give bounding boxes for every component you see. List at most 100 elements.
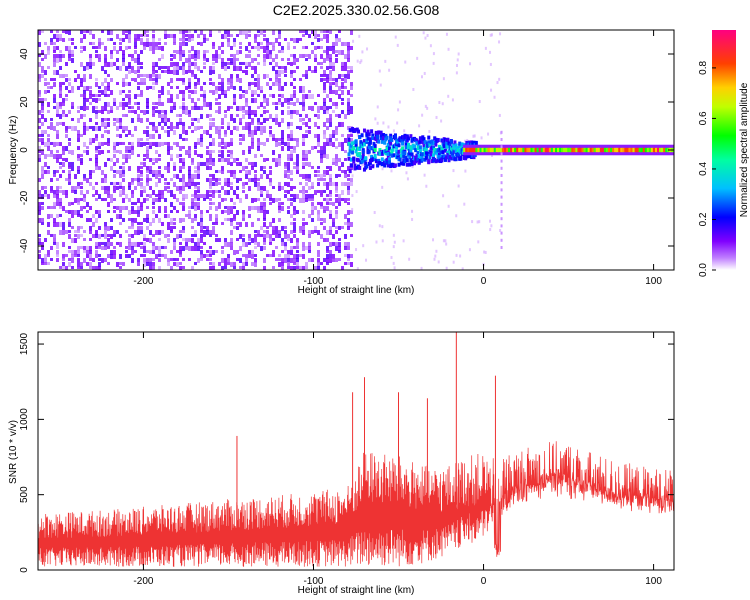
heatmap-cell: [98, 86, 101, 89]
heatmap-cell: [447, 204, 450, 208]
heatmap-cell: [179, 230, 182, 233]
heatmap-cell: [257, 54, 260, 57]
heatmap-cell: [445, 155, 449, 160]
heatmap-cell: [104, 246, 107, 250]
heatmap-cell: [194, 102, 197, 107]
heatmap-cell: [128, 186, 131, 190]
heatmap-cell: [107, 142, 110, 146]
heatmap-cell: [209, 266, 212, 270]
heatmap-cell: [188, 70, 191, 73]
heatmap-cell: [158, 114, 161, 118]
heatmap-cell: [47, 262, 50, 265]
heatmap-cell: [227, 162, 230, 165]
heatmap-cell: [119, 170, 122, 175]
heatmap-cell: [659, 147, 663, 153]
heatmap-cell: [173, 42, 176, 45]
heatmap-cell: [176, 70, 179, 75]
heatmap-y-tick-label: 0: [19, 147, 30, 153]
heatmap-cell: [323, 58, 326, 63]
heatmap-cell: [95, 210, 98, 214]
heatmap-cell: [349, 163, 353, 168]
heatmap-cell: [314, 266, 317, 270]
heatmap-cell: [89, 218, 92, 222]
heatmap-cell: [41, 222, 44, 225]
heatmap-cell: [191, 182, 194, 186]
heatmap-cell: [209, 134, 212, 138]
heatmap-x-tick-label: -200: [133, 276, 153, 287]
heatmap-cell: [239, 122, 242, 125]
heatmap-cell: [113, 98, 116, 103]
heatmap-cell: [409, 145, 413, 150]
heatmap-cell: [344, 262, 347, 265]
heatmap-cell: [329, 122, 332, 127]
heatmap-cell: [152, 38, 155, 42]
heatmap-cell: [71, 102, 74, 106]
heatmap-cell: [323, 178, 326, 181]
heatmap-cell: [146, 118, 149, 122]
heatmap-cell: [468, 248, 471, 252]
heatmap-cells: [38, 30, 674, 270]
heatmap-cell: [302, 30, 305, 33]
heatmap-cell: [302, 210, 305, 214]
heatmap-cell: [53, 98, 56, 103]
heatmap-cell: [392, 129, 395, 133]
heatmap-cell: [248, 242, 251, 245]
heatmap-cell: [245, 54, 248, 58]
heatmap-cell: [230, 46, 233, 50]
heatmap-cell: [179, 234, 182, 238]
heatmap-cell: [251, 146, 254, 149]
heatmap-cell: [245, 110, 248, 115]
heatmap-cell: [119, 214, 122, 219]
heatmap-cell: [104, 130, 107, 133]
heatmap-cell: [477, 240, 480, 244]
heatmap-cell: [182, 182, 185, 187]
heatmap-cell: [164, 142, 167, 145]
heatmap-cell: [158, 178, 161, 183]
heatmap-cell: [119, 254, 122, 259]
heatmap-cell: [65, 266, 68, 270]
heatmap-cell: [335, 186, 338, 191]
heatmap-cell: [38, 74, 41, 79]
heatmap-cell: [191, 238, 194, 243]
heatmap-cell: [167, 222, 170, 226]
heatmap-cell: [128, 106, 131, 109]
heatmap-cell: [332, 110, 335, 113]
heatmap-cell: [354, 142, 358, 147]
heatmap-cell: [536, 147, 540, 153]
heatmap-cell: [158, 246, 161, 251]
heatmap-cell: [203, 66, 206, 69]
heatmap-cell: [372, 141, 376, 146]
heatmap-cell: [287, 146, 290, 151]
heatmap-cell: [113, 62, 116, 66]
heatmap-cell: [41, 150, 44, 155]
heatmap-cell: [221, 122, 224, 125]
heatmap-cell: [200, 246, 203, 249]
heatmap-cell: [257, 122, 260, 125]
heatmap-cell: [74, 174, 77, 179]
heatmap-cell: [245, 122, 248, 126]
heatmap-cell: [140, 230, 143, 234]
heatmap-cell: [293, 94, 296, 98]
snr-y-tick-label: 1000: [19, 408, 30, 431]
heatmap-cell: [41, 58, 44, 61]
heatmap-cell: [38, 78, 41, 82]
heatmap-cell: [83, 150, 86, 153]
heatmap-cell: [95, 182, 98, 185]
heatmap-cell: [409, 158, 413, 163]
heatmap-cell: [89, 266, 92, 269]
heatmap-cell: [152, 70, 155, 74]
heatmap-cell: [302, 94, 305, 99]
heatmap-cell: [68, 262, 71, 267]
heatmap-cell: [254, 246, 257, 249]
heatmap-cell: [155, 70, 158, 73]
heatmap-cell: [260, 210, 263, 213]
heatmap-cell: [41, 106, 44, 110]
heatmap-cell: [311, 194, 314, 199]
heatmap-cell: [347, 222, 350, 227]
heatmap-cell: [326, 30, 329, 33]
heatmap-cell: [335, 126, 338, 130]
heatmap-cell: [116, 134, 119, 137]
heatmap-cell: [287, 62, 290, 65]
heatmap-cell: [302, 74, 305, 77]
heatmap-cell: [396, 121, 399, 125]
